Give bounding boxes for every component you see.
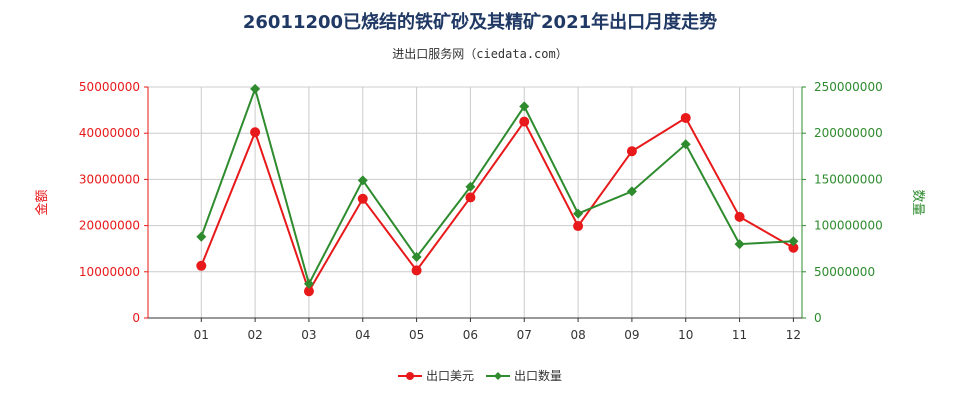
series-2-point [196,231,207,242]
series-1-point [734,211,745,222]
x-tick-label: 05 [409,328,424,342]
x-tick-label: 07 [517,328,532,342]
right-tick-label: 100000000 [814,219,883,233]
series-1-point [573,221,584,232]
series-2-point [411,252,422,263]
legend-label-2: 出口数量 [514,368,562,383]
series-2-point [573,208,584,219]
series-2-point [465,181,476,192]
right-tick-label: 50000000 [814,265,875,279]
series-1-point [411,265,422,276]
x-tick-label: 02 [247,328,262,342]
series-1-point [357,193,368,204]
series-2-point [303,278,314,289]
series-2-point [519,101,530,112]
series-1-point [250,127,261,138]
x-tick-label: 10 [678,328,693,342]
series-1-point [303,286,314,297]
series-2-point [357,175,368,186]
series-line-1 [200,116,794,294]
series-1-point [626,146,637,157]
legend-label-1: 出口美元 [426,369,474,383]
right-tick-label: 200000000 [814,126,883,140]
x-tick-label: 08 [570,328,585,342]
right-tick-label: 250000000 [814,80,883,94]
left-tick-label: 40000000 [79,126,140,140]
right-tick-label: 150000000 [814,172,883,186]
right-tick-label: 0 [814,311,822,325]
legend-marker-2 [494,372,502,380]
left-tick-label: 50000000 [79,80,140,94]
chart-subtitle: 进出口服务网（ciedata.com） [392,47,568,61]
left-axis-title: 金额 [34,189,50,215]
series-2-point [788,236,799,247]
left-tick-label: 30000000 [79,172,140,186]
x-tick-label: 01 [194,328,209,342]
x-tick-label: 03 [301,328,316,342]
right-axis-title: 数量 [910,189,925,215]
left-tick-label: 20000000 [79,219,140,233]
legend-marker-1 [406,372,414,380]
x-tick-label: 06 [463,328,478,342]
series-2-point [680,139,691,150]
series-1-point [196,260,207,271]
series-1-point [788,242,799,253]
series-1-point [680,112,691,123]
x-tick-label: 09 [624,328,639,342]
left-tick-label: 10000000 [79,265,140,279]
series-2-point [250,83,261,94]
left-tick-label: 0 [132,311,140,325]
series-2-point [626,186,637,197]
x-tick-label: 04 [355,328,370,342]
chart-title: 26011200已烧结的铁矿砂及其精矿2021年出口月度走势 [242,12,718,33]
x-tick-label: 12 [786,328,801,342]
x-tick-label: 11 [732,328,747,342]
series-line-2 [200,85,794,287]
series-1-point [519,116,530,127]
series-2-point [734,239,745,250]
series-1-point [465,192,476,203]
